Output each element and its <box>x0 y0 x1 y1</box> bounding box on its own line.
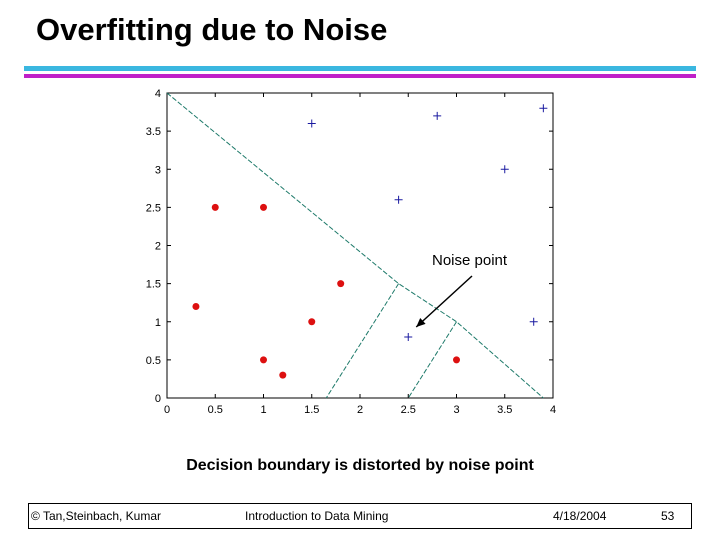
dot-point <box>279 371 287 379</box>
axis-ticks <box>166 92 554 399</box>
decision-boundary <box>166 92 544 399</box>
dot-point <box>211 203 219 211</box>
plus-point <box>539 104 548 113</box>
x-axis-tick-labels: 0 0.5 1 1.5 2 2.5 3 3.5 4 <box>164 404 556 416</box>
plus-point <box>307 119 316 128</box>
x-tick-label: 4 <box>550 404 556 416</box>
data-points <box>192 104 548 379</box>
boundary-segment <box>407 321 457 399</box>
footer-page-number: 53 <box>661 509 675 523</box>
x-tick-label: 0.5 <box>208 404 223 416</box>
noise-point-label: Noise point <box>432 252 508 269</box>
y-tick-label: 1 <box>155 317 161 329</box>
dot-point <box>260 203 267 211</box>
footer-date: 4/18/2004 <box>553 509 607 523</box>
footer-course: Introduction to Data Mining <box>245 509 389 523</box>
x-tick-label: 3 <box>453 404 459 416</box>
title-underline-cyan <box>24 66 696 71</box>
dot-point <box>308 318 316 326</box>
x-tick-label: 2 <box>357 404 363 416</box>
plus-point <box>500 165 509 174</box>
y-tick-label: 4 <box>155 88 161 100</box>
dot-point <box>260 356 267 364</box>
noise-point-annotation: Noise point <box>415 252 508 328</box>
title-underline-magenta <box>24 74 696 78</box>
dot-point <box>453 356 460 364</box>
slide-title: Overfitting due to Noise <box>36 12 388 47</box>
x-tick-label: 3.5 <box>497 404 512 416</box>
y-tick-label: 0.5 <box>146 355 161 367</box>
plus-point <box>394 195 403 204</box>
y-tick-label: 2.5 <box>146 202 161 214</box>
boundary-segment <box>325 283 400 399</box>
y-tick-label: 3 <box>155 164 161 176</box>
plus-point <box>404 333 413 341</box>
x-tick-label: 0 <box>164 404 170 416</box>
y-axis-tick-labels: 0 0.5 1 1.5 2 2.5 3 3.5 4 <box>146 88 161 405</box>
plot-frame <box>166 92 554 399</box>
y-tick-label: 3.5 <box>146 126 161 138</box>
x-tick-label: 2.5 <box>401 404 416 416</box>
plus-point <box>433 111 442 120</box>
boundary-segment <box>166 92 544 399</box>
footer-copyright: © Tan,Steinbach, Kumar <box>31 509 162 523</box>
dot-point <box>337 280 345 288</box>
noise-point-arrow <box>415 275 473 328</box>
noise-point-arrowhead <box>416 317 426 327</box>
y-tick-label: 1.5 <box>146 279 161 291</box>
dot-point <box>192 303 200 310</box>
x-tick-label: 1 <box>260 404 266 416</box>
slide-footer: © Tan,Steinbach, Kumar Introduction to D… <box>28 503 692 529</box>
plus-point <box>529 317 538 326</box>
slide-caption: Decision boundary is distorted by noise … <box>186 457 534 474</box>
y-tick-label: 2 <box>155 241 161 253</box>
y-tick-label: 0 <box>155 393 161 405</box>
x-tick-label: 1.5 <box>304 404 319 416</box>
